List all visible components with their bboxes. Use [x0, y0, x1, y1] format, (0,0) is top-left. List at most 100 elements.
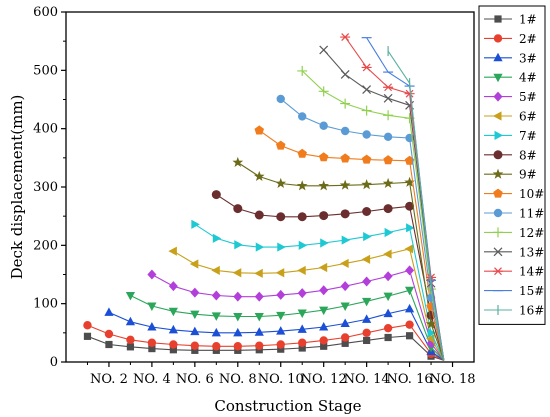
data-point	[341, 235, 351, 245]
data-point	[340, 318, 350, 327]
series-1	[83, 332, 445, 361]
data-point	[169, 340, 178, 349]
data-point	[190, 341, 200, 350]
data-point	[211, 312, 221, 321]
data-point	[297, 288, 307, 299]
data-point	[297, 148, 307, 158]
data-point	[362, 314, 372, 323]
legend-marker	[493, 91, 503, 102]
data-point	[276, 212, 286, 222]
data-point	[406, 223, 415, 233]
data-point	[276, 326, 286, 335]
data-point	[277, 242, 286, 252]
data-point	[382, 177, 394, 189]
data-point	[362, 130, 371, 139]
series-line	[173, 248, 445, 361]
data-point	[254, 291, 264, 302]
data-point	[319, 121, 328, 130]
legend-marker	[493, 247, 503, 257]
data-point	[383, 292, 393, 302]
data-point	[318, 86, 329, 97]
data-point	[318, 262, 328, 273]
legend-marker	[494, 130, 503, 140]
data-point	[254, 125, 265, 135]
legend-label: 1#	[519, 13, 537, 27]
legend-entry: 16#	[484, 304, 544, 318]
legend-entry: 1#	[484, 13, 537, 27]
data-point	[383, 308, 393, 318]
x-tick-label: NO. 14	[344, 372, 390, 387]
data-point	[83, 321, 92, 330]
series-line	[301, 70, 445, 361]
data-point	[361, 179, 372, 190]
data-point	[297, 324, 307, 333]
series-8	[211, 190, 445, 361]
data-point	[340, 98, 351, 109]
data-point	[340, 302, 350, 311]
data-point	[191, 346, 199, 354]
series-9	[232, 156, 445, 361]
data-point	[297, 265, 306, 276]
data-point	[232, 156, 244, 168]
data-point	[318, 152, 329, 162]
data-point	[383, 110, 394, 121]
legend-entry: 10#	[484, 187, 544, 201]
series-10	[254, 125, 445, 361]
series-3	[104, 303, 445, 361]
series-line	[387, 50, 445, 361]
legend-marker	[493, 73, 503, 83]
series-2	[83, 320, 445, 361]
series-line	[258, 129, 445, 361]
data-point	[233, 342, 242, 351]
data-point	[318, 180, 330, 191]
data-point	[168, 307, 178, 317]
data-point	[383, 204, 393, 214]
data-point	[340, 209, 350, 219]
legend-label: 11#	[519, 207, 544, 221]
data-point	[126, 335, 135, 345]
legend-entry: 3#	[484, 51, 537, 65]
series-14	[340, 33, 445, 361]
data-point	[362, 297, 372, 307]
data-point	[340, 333, 350, 342]
data-point	[253, 170, 265, 182]
legend-entry: 5#	[484, 90, 537, 104]
series-4	[125, 286, 445, 361]
data-point	[255, 242, 265, 252]
data-point	[232, 268, 242, 278]
data-point	[361, 154, 372, 164]
data-point	[190, 310, 200, 320]
data-point	[211, 190, 221, 200]
data-point	[211, 290, 221, 301]
data-point	[191, 219, 200, 229]
x-axis-title: Construction Stage	[214, 397, 361, 415]
data-point	[212, 342, 221, 351]
legend-marker	[493, 52, 503, 62]
data-point	[319, 45, 329, 55]
legend-marker	[493, 227, 503, 238]
legend-entry: 13#	[484, 245, 544, 259]
data-point	[405, 265, 415, 276]
series-line	[323, 49, 445, 361]
data-point	[404, 244, 414, 254]
data-point	[340, 153, 350, 163]
legend-label: 14#	[519, 265, 544, 279]
series-layer	[83, 33, 445, 361]
legend-label: 2#	[519, 32, 537, 46]
data-point	[275, 140, 286, 150]
y-tick-label: 100	[33, 297, 58, 312]
data-point	[404, 303, 415, 313]
data-point	[383, 132, 393, 142]
data-point	[104, 307, 114, 316]
data-point	[297, 212, 307, 222]
x-tick-label: NO. 12	[301, 372, 347, 387]
legend-marker	[493, 208, 503, 218]
data-point	[276, 289, 286, 300]
data-point	[125, 316, 136, 326]
data-point	[319, 285, 329, 296]
x-tick-label: NO. 16	[387, 372, 433, 387]
legend-entry: 12#	[484, 226, 544, 240]
data-point	[319, 211, 329, 221]
legend-entry: 4#	[484, 71, 537, 85]
